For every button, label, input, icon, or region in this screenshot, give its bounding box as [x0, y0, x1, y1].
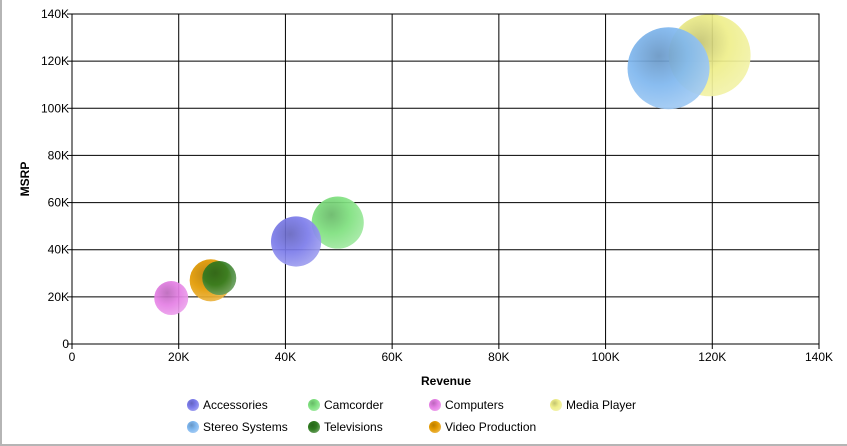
axes — [67, 13, 820, 349]
y-tick-label: 80K — [48, 148, 69, 162]
plot-border — [71, 13, 820, 345]
y-tick-label: 140K — [41, 7, 69, 21]
bubble-stereo-systems[interactable] — [627, 27, 710, 110]
y-tick-label: 100K — [41, 101, 69, 115]
x-tick-label: 80K — [488, 350, 509, 364]
legend-label: Accessories — [203, 398, 268, 412]
legend-label: Televisions — [324, 420, 383, 434]
x-tick-labels: 0 20K 40K 60K 80K 100K 120K 140K — [69, 350, 833, 364]
legend-item-computers[interactable]: Computers — [429, 398, 504, 412]
legend-swatch — [550, 399, 562, 411]
legend-item-media-player[interactable]: Media Player — [550, 398, 636, 412]
y-tick-label: 0 — [62, 337, 69, 351]
y-tick-label: 40K — [48, 243, 69, 257]
legend-swatch — [429, 399, 441, 411]
y-tick-label: 120K — [41, 54, 69, 68]
legend-swatch — [187, 399, 199, 411]
legend-item-accessories[interactable]: Accessories — [187, 398, 268, 412]
legend-label: Camcorder — [324, 398, 383, 412]
legend-label: Media Player — [566, 398, 636, 412]
bubble-computers[interactable] — [154, 281, 189, 316]
legend-item-stereo-systems[interactable]: Stereo Systems — [187, 420, 288, 434]
x-tick-label: 0 — [69, 350, 76, 364]
frame-left-border — [0, 0, 2, 446]
legend-item-camcorder[interactable]: Camcorder — [308, 398, 383, 412]
x-tick-label: 20K — [168, 350, 189, 364]
y-tick-labels: 0 20K 40K 60K 80K 100K 120K 140K — [41, 7, 69, 351]
x-tick-label: 100K — [592, 350, 620, 364]
bubble-camcorder[interactable] — [311, 196, 364, 249]
x-axis-title: Revenue — [421, 374, 471, 388]
x-tick-label: 140K — [805, 350, 833, 364]
legend-label: Computers — [445, 398, 504, 412]
legend-item-televisions[interactable]: Televisions — [308, 420, 383, 434]
x-tick-label: 40K — [275, 350, 296, 364]
legend-swatch — [308, 399, 320, 411]
legend-swatch — [308, 421, 320, 433]
legend-swatch — [187, 421, 199, 433]
legend-label: Video Production — [445, 420, 536, 434]
y-tick-label: 60K — [48, 196, 69, 210]
x-tick-label: 60K — [381, 350, 402, 364]
frame-bottom-border — [0, 444, 847, 446]
y-axis-title: MSRP — [18, 162, 32, 197]
legend-item-video-production[interactable]: Video Production — [429, 420, 536, 434]
bubble-televisions[interactable] — [202, 261, 237, 295]
bubble-accessories[interactable] — [270, 216, 322, 267]
bubbles — [154, 14, 751, 316]
legend-label: Stereo Systems — [203, 420, 288, 434]
y-tick-label: 20K — [48, 290, 69, 304]
legend-swatch — [429, 421, 441, 433]
legend: Accessories Camcorder Computers Media Playe… — [187, 398, 636, 434]
x-tick-label: 120K — [698, 350, 726, 364]
